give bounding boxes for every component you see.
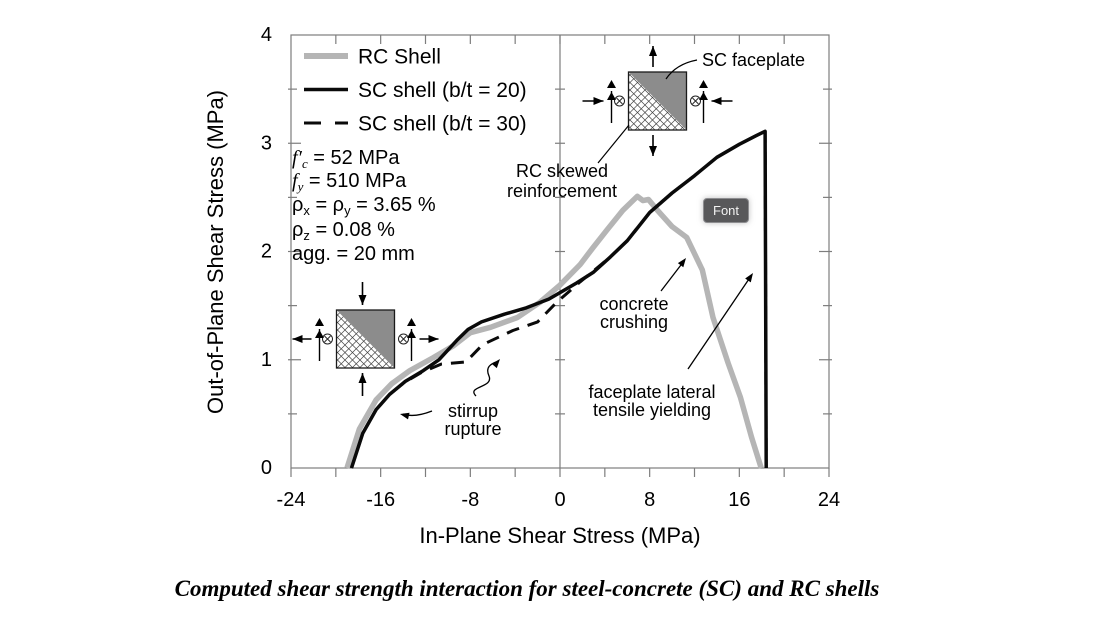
pointer-arrow xyxy=(660,260,685,292)
legend-item: SC shell (b/t = 30) xyxy=(304,113,527,136)
x-tick-label: 24 xyxy=(818,489,840,511)
annotation-text: tensile yielding xyxy=(593,400,711,420)
annotation-text: stirrup xyxy=(448,401,498,421)
curves-layer xyxy=(344,129,768,469)
annotation-text: rupture xyxy=(444,419,501,439)
y-axis-title: Out-of-Plane Shear Stress (MPa) xyxy=(203,90,228,414)
x-tick-label: 8 xyxy=(644,489,655,511)
x-tick-label: -8 xyxy=(461,489,479,511)
pointer-arrow xyxy=(473,361,497,397)
curve-sc-shell-b-t-20 xyxy=(349,129,768,469)
axes-layer: -24 -16 -8 0 8 16 24 0 1 2 3 4 xyxy=(261,24,840,511)
parameter-line: fy = 510 MPa xyxy=(292,170,407,194)
legend-item: SC shell (b/t = 20) xyxy=(304,79,527,102)
shear-interaction-chart: -24 -16 -8 0 8 16 24 0 1 2 3 4 RC Shell SC shell (b/… xyxy=(203,24,840,548)
figure-caption: Computed shear strength interaction for … xyxy=(174,576,880,601)
x-tick-label: 0 xyxy=(554,489,565,511)
x-tick-label: 16 xyxy=(728,489,750,511)
y-tick-label: 3 xyxy=(261,132,272,154)
faceplate-triangle xyxy=(336,310,395,368)
parameter-line: f′c = 52 MPa xyxy=(292,147,400,171)
parameter-line: ρz = 0.08 % xyxy=(292,219,395,243)
pointer-arrow xyxy=(687,275,752,370)
faceplate-triangle xyxy=(628,72,687,130)
y-tick-label: 2 xyxy=(261,241,272,263)
legend-item: RC Shell xyxy=(304,46,441,69)
inset-sc-element-left xyxy=(292,282,439,396)
annotation-text: RC skewed xyxy=(516,161,608,181)
annotation-text: SC faceplate xyxy=(702,50,805,70)
annotation-text: reinforcement xyxy=(507,181,617,201)
x-tick-label: -16 xyxy=(366,489,395,511)
y-tick-label: 1 xyxy=(261,349,272,371)
annotation-text: faceplate lateral xyxy=(588,382,715,402)
y-tick-label: 4 xyxy=(261,24,272,46)
annotation-text: concrete xyxy=(599,294,668,314)
font-tooltip[interactable]: Font xyxy=(703,198,750,223)
legend-label: SC shell (b/t = 30) xyxy=(358,113,527,136)
leader-line xyxy=(597,124,630,164)
annotation-text: crushing xyxy=(600,312,668,332)
inset-sc-element-right xyxy=(582,46,733,156)
legend-label: SC shell (b/t = 20) xyxy=(358,79,527,102)
parameter-line: agg. = 20 mm xyxy=(292,243,415,265)
y-tick-label: 0 xyxy=(261,457,272,479)
annotation-sc-faceplate: SC faceplate xyxy=(665,50,805,80)
x-axis-title: In-Plane Shear Stress (MPa) xyxy=(419,523,700,548)
legend: RC Shell SC shell (b/t = 20) SC shell (b/t… xyxy=(304,46,527,136)
curve-rc-shell xyxy=(344,193,764,469)
legend-label: RC Shell xyxy=(358,46,441,69)
x-tick-label: -24 xyxy=(277,489,306,511)
parameter-line: ρx = ρy = 3.65 % xyxy=(292,194,436,218)
insets-layer xyxy=(292,46,733,396)
leader-line xyxy=(665,59,698,80)
